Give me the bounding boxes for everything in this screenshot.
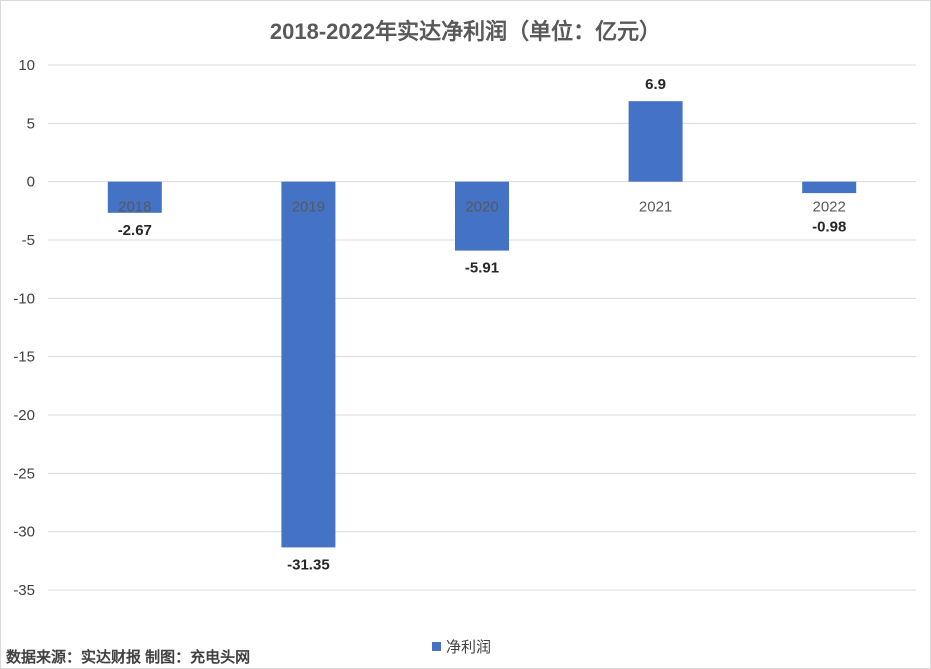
- data-label: -0.98: [812, 219, 846, 236]
- x-axis-category-labels: 2018 2019 2020 2021 2022: [118, 199, 846, 216]
- bars: [107, 101, 857, 548]
- bar: [107, 181, 162, 213]
- bar: [802, 181, 857, 194]
- legend: 净利润: [432, 636, 491, 657]
- legend-swatch: [432, 642, 441, 651]
- data-label: -5.91: [465, 260, 499, 277]
- y-tick-label: -10: [13, 290, 35, 307]
- y-tick-label: -20: [13, 407, 35, 424]
- data-label: -31.35: [287, 556, 330, 573]
- y-tick-label: 0: [27, 174, 35, 191]
- y-tick-label: -35: [13, 582, 35, 599]
- data-label: 6.9: [645, 76, 666, 93]
- x-category-label: 2022: [813, 199, 846, 216]
- x-category-label: 2021: [639, 199, 672, 216]
- bar: [628, 101, 683, 182]
- data-label: -2.67: [118, 222, 152, 239]
- bar: [281, 181, 336, 548]
- legend-label: 净利润: [446, 639, 492, 656]
- x-category-label: 2019: [292, 199, 325, 216]
- x-category-label: 2020: [465, 199, 498, 216]
- y-tick-label: -30: [13, 524, 35, 541]
- y-tick-label: -25: [13, 465, 35, 482]
- data-labels: -2.67 -31.35 -5.91 6.9 -0.98: [118, 76, 847, 573]
- y-tick-label: -15: [13, 349, 35, 366]
- gridlines: [48, 64, 916, 591]
- y-tick-label: -5: [22, 232, 35, 249]
- source-note: 数据来源：实达财报 制图：充电头网: [6, 649, 251, 666]
- y-tick-label: 10: [18, 57, 35, 74]
- y-tick-label: 5: [27, 115, 35, 132]
- bar: [455, 181, 509, 251]
- x-category-label: 2018: [118, 199, 151, 216]
- chart-title: 2018-2022年实达净利润（单位：亿元）: [269, 19, 662, 44]
- y-axis-tick-labels: 10 5 0 -5 -10 -15 -20 -25 -30 -35: [13, 57, 35, 599]
